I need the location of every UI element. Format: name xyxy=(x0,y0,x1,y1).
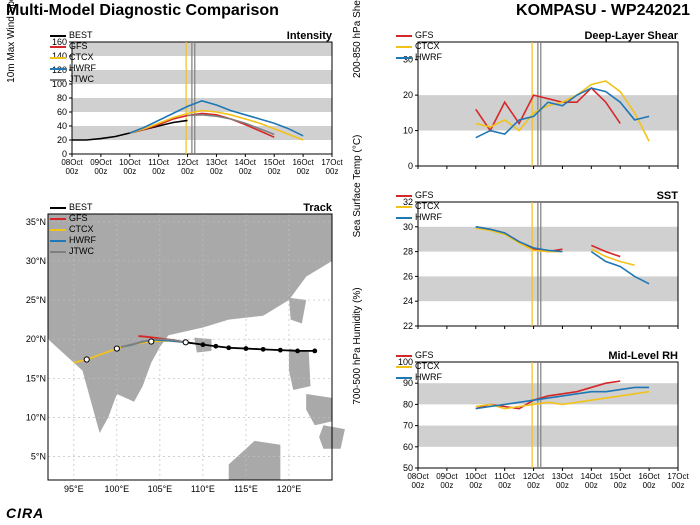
svg-text:20°N: 20°N xyxy=(26,334,46,344)
svg-text:40: 40 xyxy=(57,121,67,131)
svg-text:26: 26 xyxy=(403,271,413,281)
svg-text:00z: 00z xyxy=(210,167,223,176)
svg-text:20: 20 xyxy=(403,90,413,100)
svg-text:08Oct: 08Oct xyxy=(407,472,429,481)
svg-text:30: 30 xyxy=(403,222,413,232)
svg-text:00z: 00z xyxy=(643,481,656,490)
svg-text:00z: 00z xyxy=(614,481,627,490)
svg-text:16Oct: 16Oct xyxy=(638,472,660,481)
track-legend: BESTGFSCTCXHWRFJTWC xyxy=(50,202,96,257)
svg-text:70: 70 xyxy=(403,421,413,431)
svg-text:17Oct: 17Oct xyxy=(667,472,689,481)
rh-legend: GFSCTCXHWRF xyxy=(396,350,442,383)
svg-text:115°E: 115°E xyxy=(234,484,258,494)
svg-text:00z: 00z xyxy=(268,167,281,176)
svg-text:13Oct: 13Oct xyxy=(552,472,574,481)
svg-text:80: 80 xyxy=(57,93,67,103)
svg-text:22: 22 xyxy=(403,321,413,331)
svg-text:09Oct: 09Oct xyxy=(90,158,112,167)
track-title: Track xyxy=(303,202,332,214)
sst-title: SST xyxy=(657,190,678,202)
cira-logo: CIRA xyxy=(6,505,44,521)
svg-text:120°E: 120°E xyxy=(277,484,302,494)
svg-text:00z: 00z xyxy=(585,481,598,490)
svg-text:00z: 00z xyxy=(440,481,453,490)
shear-legend: GFSCTCXHWRF xyxy=(396,30,442,63)
svg-text:105°E: 105°E xyxy=(148,484,173,494)
svg-text:28: 28 xyxy=(403,247,413,257)
svg-text:00z: 00z xyxy=(556,481,569,490)
svg-text:35°N: 35°N xyxy=(26,217,46,227)
svg-text:10: 10 xyxy=(403,126,413,136)
svg-text:00z: 00z xyxy=(672,481,685,490)
svg-text:00z: 00z xyxy=(123,167,136,176)
sst-panel: 222426283032 SST GFSCTCXHWRF xyxy=(390,188,682,332)
svg-text:00z: 00z xyxy=(152,167,165,176)
svg-text:60: 60 xyxy=(57,107,67,117)
intensity-title: Intensity xyxy=(287,30,332,42)
svg-text:25°N: 25°N xyxy=(26,295,46,305)
svg-text:20: 20 xyxy=(57,135,67,145)
svg-text:100°E: 100°E xyxy=(105,484,130,494)
svg-text:15Oct: 15Oct xyxy=(264,158,286,167)
shear-ylabel: 200-850 hPa Shear (kt) xyxy=(352,0,363,98)
svg-text:00z: 00z xyxy=(297,167,310,176)
svg-text:80: 80 xyxy=(403,399,413,409)
svg-text:11Oct: 11Oct xyxy=(148,158,170,167)
svg-text:00z: 00z xyxy=(94,167,107,176)
svg-text:24: 24 xyxy=(403,296,413,306)
rh-title: Mid-Level RH xyxy=(608,350,678,362)
svg-text:00z: 00z xyxy=(239,167,252,176)
intensity-ylabel: 10m Max Wind Speed (kt) xyxy=(6,0,17,100)
svg-text:0: 0 xyxy=(408,161,413,171)
svg-text:16Oct: 16Oct xyxy=(292,158,314,167)
svg-text:00z: 00z xyxy=(527,481,540,490)
rh-panel: 506070809010008Oct00z09Oct00z10Oct00z11O… xyxy=(390,348,682,492)
svg-text:08Oct: 08Oct xyxy=(61,158,83,167)
svg-text:10Oct: 10Oct xyxy=(465,472,487,481)
svg-text:95°E: 95°E xyxy=(64,484,84,494)
shear-title: Deep-Layer Shear xyxy=(584,30,678,42)
track-panel: 5°N10°N15°N20°N25°N30°N35°N95°E100°E105°… xyxy=(44,200,336,500)
svg-text:00z: 00z xyxy=(66,167,79,176)
sst-legend: GFSCTCXHWRF xyxy=(396,190,442,223)
sst-ylabel: Sea Surface Temp (°C) xyxy=(352,114,363,258)
svg-text:14Oct: 14Oct xyxy=(235,158,257,167)
svg-text:14Oct: 14Oct xyxy=(581,472,603,481)
svg-text:12Oct: 12Oct xyxy=(523,472,545,481)
svg-text:10°N: 10°N xyxy=(26,412,46,422)
page-title-left: Multi-Model Diagnostic Comparison xyxy=(6,2,279,20)
svg-text:11Oct: 11Oct xyxy=(494,472,516,481)
intensity-panel: 02040608010012014016008Oct00z09Oct00z10O… xyxy=(44,28,336,178)
svg-text:12Oct: 12Oct xyxy=(177,158,199,167)
svg-text:15Oct: 15Oct xyxy=(610,472,632,481)
svg-text:00z: 00z xyxy=(412,481,425,490)
svg-text:13Oct: 13Oct xyxy=(206,158,228,167)
svg-text:30°N: 30°N xyxy=(26,256,46,266)
page-title-right: KOMPASU - WP242021 xyxy=(516,2,690,20)
svg-text:15°N: 15°N xyxy=(26,373,46,383)
svg-text:00z: 00z xyxy=(181,167,194,176)
svg-text:5°N: 5°N xyxy=(31,452,46,462)
diagnostic-comparison-page: { "header": { "left_title": "Multi-Model… xyxy=(0,0,700,525)
svg-text:110°E: 110°E xyxy=(191,484,215,494)
svg-text:00z: 00z xyxy=(326,167,339,176)
rh-ylabel: 700-500 hPa Humidity (%) xyxy=(352,274,363,418)
svg-text:60: 60 xyxy=(403,442,413,452)
svg-text:10Oct: 10Oct xyxy=(119,158,141,167)
svg-text:00z: 00z xyxy=(498,481,511,490)
shear-panel: 0102030 Deep-Layer Shear GFSCTCXHWRF xyxy=(390,28,682,172)
intensity-legend: BESTGFSCTCXHWRFJTWC xyxy=(50,30,96,85)
svg-text:00z: 00z xyxy=(469,481,482,490)
svg-text:09Oct: 09Oct xyxy=(436,472,458,481)
svg-text:17Oct: 17Oct xyxy=(321,158,343,167)
